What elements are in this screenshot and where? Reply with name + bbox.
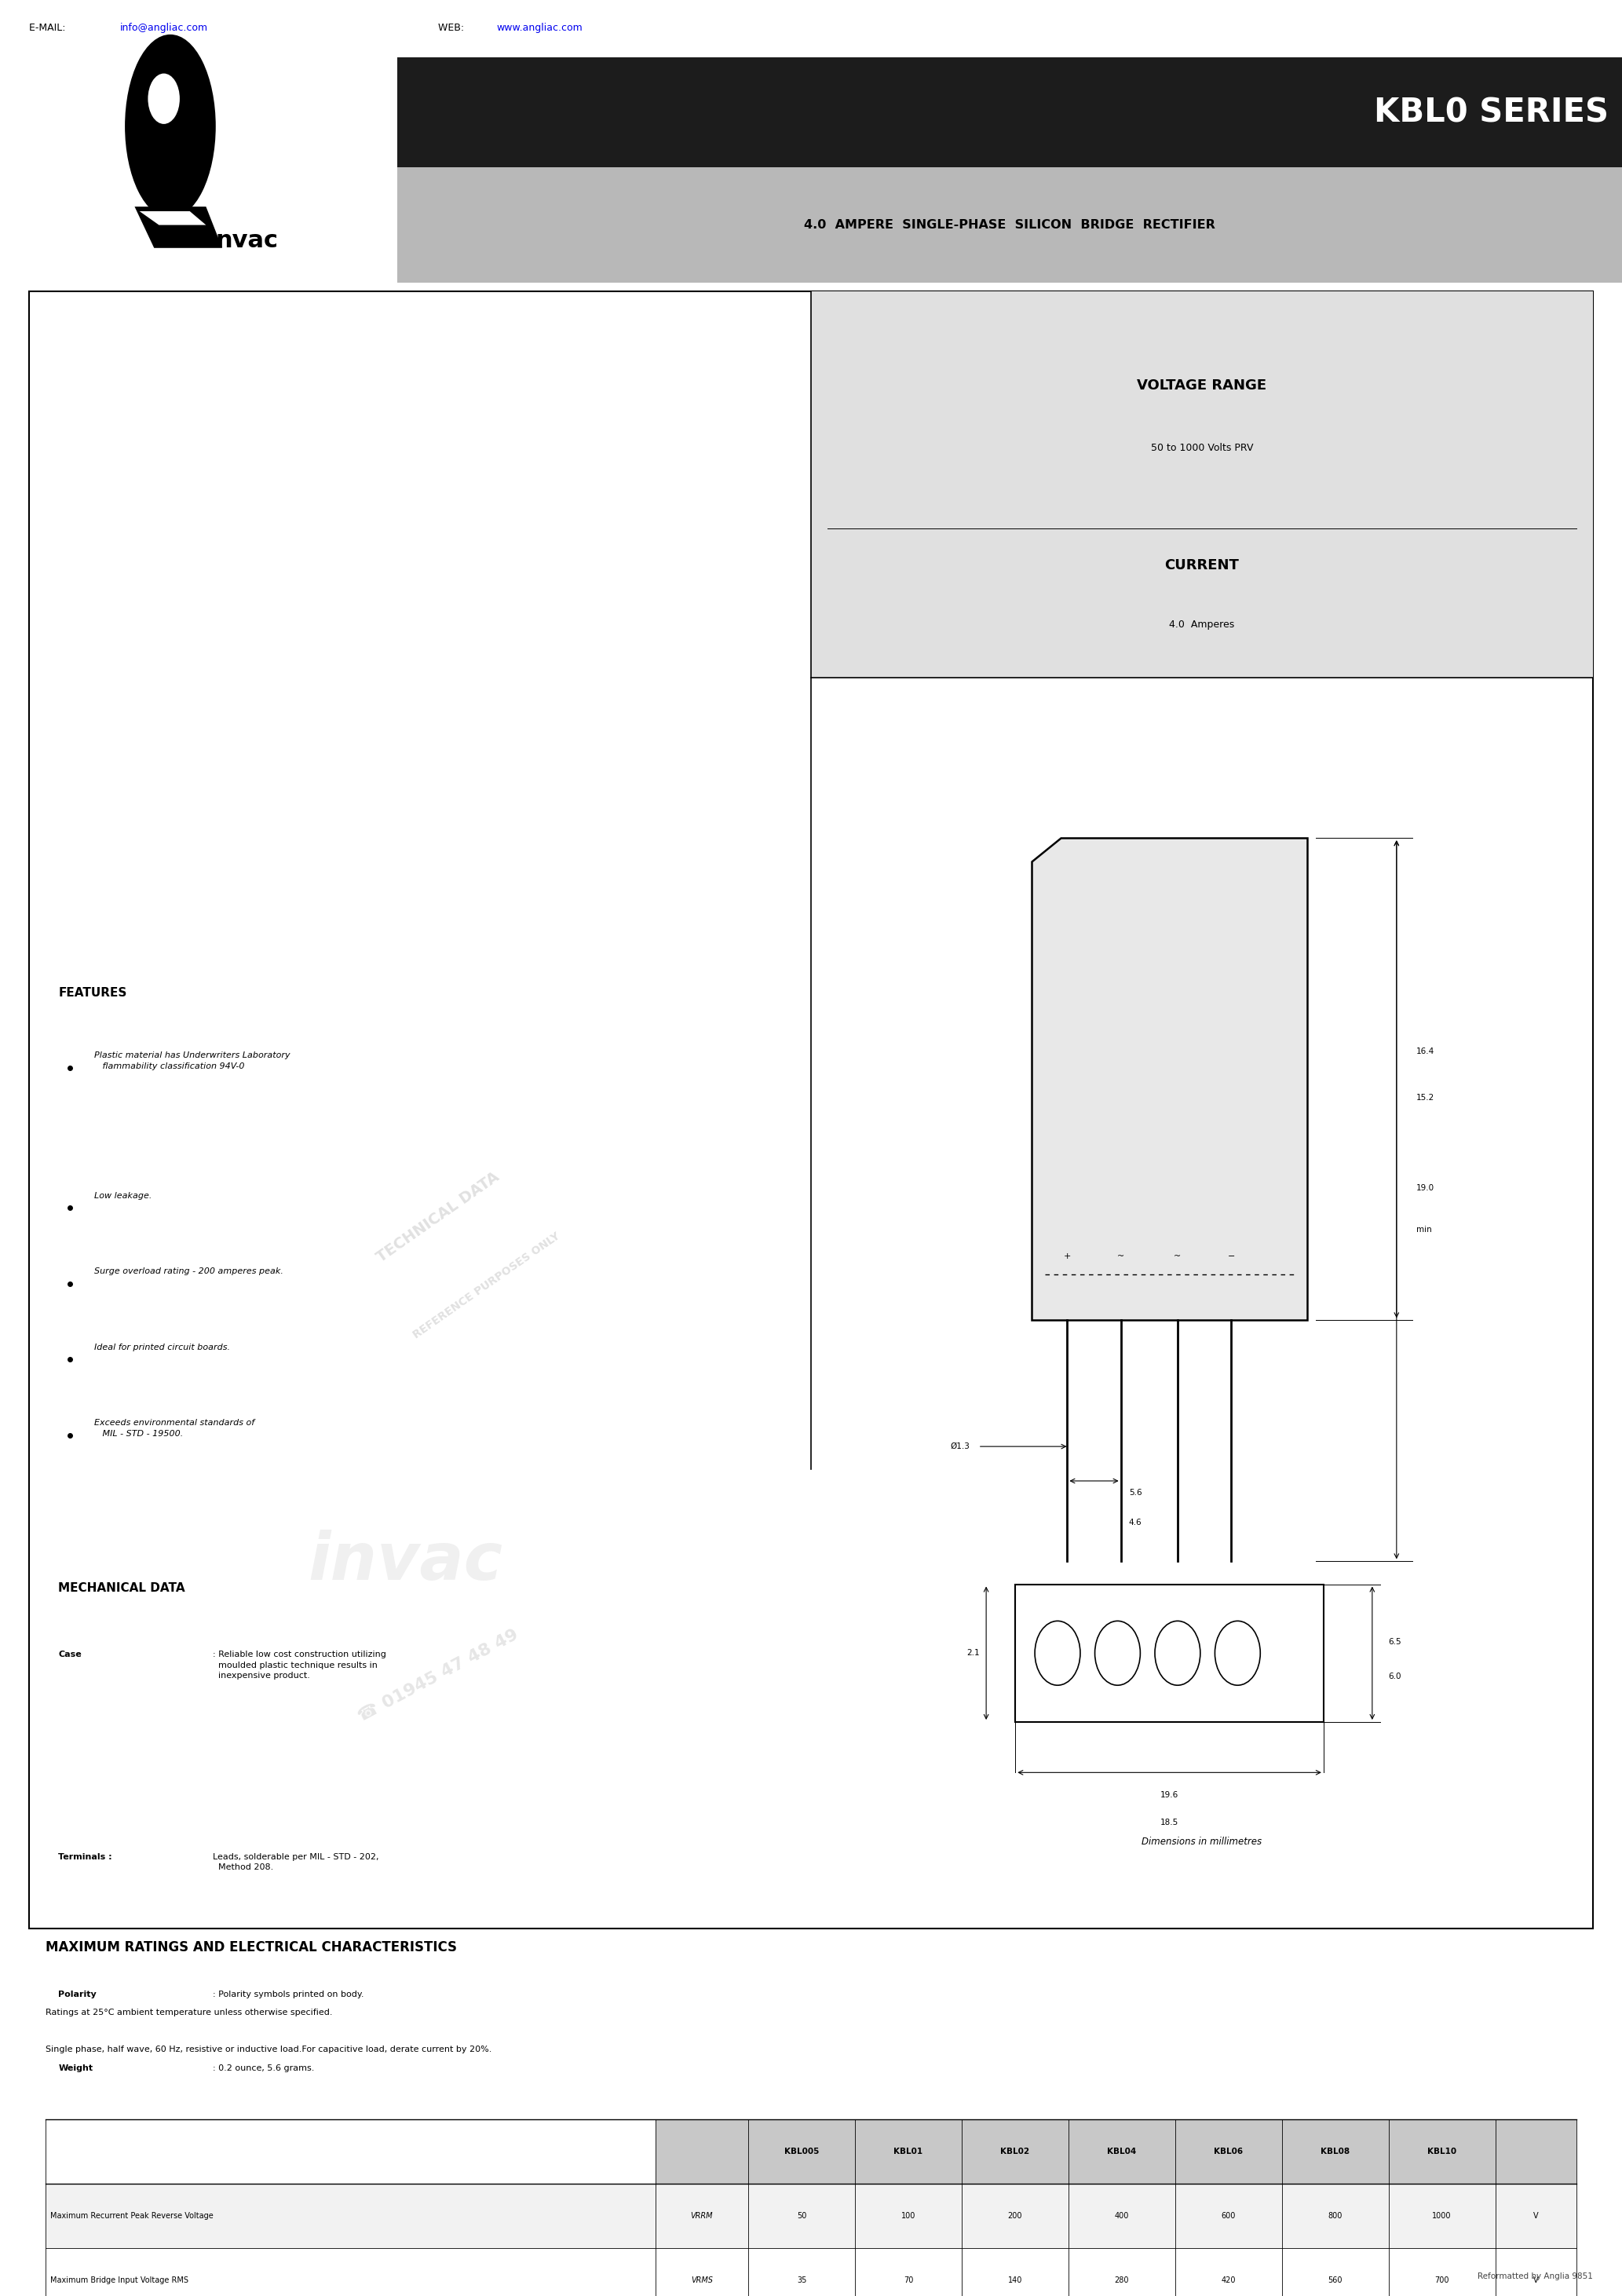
- Text: WEB:: WEB:: [438, 23, 467, 32]
- Text: ~: ~: [1118, 1254, 1124, 1261]
- Text: Polarity: Polarity: [58, 1991, 97, 1998]
- Text: REFERENCE PURPOSES ONLY: REFERENCE PURPOSES ONLY: [410, 1231, 563, 1341]
- Text: 560: 560: [1328, 2275, 1343, 2285]
- Text: VOLTAGE RANGE: VOLTAGE RANGE: [1137, 379, 1267, 393]
- Text: 280: 280: [1114, 2275, 1129, 2285]
- Text: 18.5: 18.5: [1160, 1818, 1179, 1825]
- Text: 420: 420: [1221, 2275, 1236, 2285]
- Bar: [397, 168, 1622, 282]
- Text: 200: 200: [1007, 2211, 1022, 2220]
- Text: ☎ 01945 47 48 49: ☎ 01945 47 48 49: [355, 1628, 521, 1724]
- Text: 100: 100: [902, 2211, 915, 2220]
- Text: min: min: [1416, 1226, 1432, 1233]
- Text: KBL10: KBL10: [1427, 2147, 1457, 2156]
- Text: +: +: [1064, 1254, 1071, 1261]
- Text: KBL005: KBL005: [785, 2147, 819, 2156]
- Text: CURRENT: CURRENT: [1165, 558, 1239, 572]
- Text: Case: Case: [58, 1651, 81, 1658]
- Text: 6.0: 6.0: [1388, 1671, 1401, 1681]
- Text: 400: 400: [1114, 2211, 1129, 2220]
- Text: 800: 800: [1328, 2211, 1343, 2220]
- Bar: [29, 292, 1593, 1929]
- Circle shape: [1155, 1621, 1200, 1685]
- Text: 19.6: 19.6: [1160, 1791, 1179, 1798]
- Text: Maximum Bridge Input Voltage RMS: Maximum Bridge Input Voltage RMS: [50, 2275, 188, 2285]
- Text: KBL0 SERIES: KBL0 SERIES: [1374, 96, 1609, 129]
- Text: 70: 70: [903, 2275, 913, 2285]
- Bar: [811, 292, 1593, 677]
- Text: Dimensions in millimetres: Dimensions in millimetres: [1142, 1837, 1262, 1846]
- Bar: [45, 2248, 1577, 2296]
- Text: 15.2: 15.2: [1416, 1093, 1434, 1102]
- Text: KBL06: KBL06: [1213, 2147, 1242, 2156]
- Text: : Polarity symbols printed on body.: : Polarity symbols printed on body.: [212, 1991, 363, 1998]
- Circle shape: [1215, 1621, 1260, 1685]
- Text: 2.1: 2.1: [967, 1649, 980, 1658]
- Text: KBL02: KBL02: [1001, 2147, 1030, 2156]
- Text: Low leakage.: Low leakage.: [94, 1192, 152, 1199]
- Text: MAXIMUM RATINGS AND ELECTRICAL CHARACTERISTICS: MAXIMUM RATINGS AND ELECTRICAL CHARACTER…: [45, 1940, 457, 1954]
- Bar: [45, 2183, 1577, 2248]
- Text: KBL01: KBL01: [894, 2147, 923, 2156]
- Text: FEATURES: FEATURES: [58, 987, 127, 999]
- Text: Surge overload rating - 200 amperes peak.: Surge overload rating - 200 amperes peak…: [94, 1267, 284, 1274]
- Text: 140: 140: [1007, 2275, 1022, 2285]
- Text: −: −: [1228, 1254, 1234, 1261]
- Text: Ratings at 25°C ambient temperature unless otherwise specified.: Ratings at 25°C ambient temperature unle…: [45, 2009, 333, 2016]
- Polygon shape: [1032, 838, 1307, 1320]
- Polygon shape: [135, 207, 222, 248]
- Text: 50 to 1000 Volts PRV: 50 to 1000 Volts PRV: [1150, 443, 1254, 452]
- Text: Weight: Weight: [58, 2064, 92, 2071]
- Text: Terminals :: Terminals :: [58, 1853, 112, 1860]
- Text: 50: 50: [796, 2211, 806, 2220]
- Text: : Reliable low cost construction utilizing
  moulded plastic technique results i: : Reliable low cost construction utilizi…: [212, 1651, 386, 1678]
- Text: www.angliac.com: www.angliac.com: [496, 23, 582, 32]
- Text: info@angliac.com: info@angliac.com: [120, 23, 208, 32]
- Text: 600: 600: [1221, 2211, 1236, 2220]
- Text: 1000: 1000: [1432, 2211, 1452, 2220]
- Circle shape: [1095, 1621, 1140, 1685]
- Text: 35: 35: [796, 2275, 806, 2285]
- Ellipse shape: [125, 34, 216, 218]
- Polygon shape: [139, 211, 206, 225]
- Text: invac: invac: [308, 1529, 503, 1593]
- Text: 6.5: 6.5: [1388, 1637, 1401, 1646]
- Text: 4.0  Amperes: 4.0 Amperes: [1169, 620, 1234, 629]
- Text: E-MAIL:: E-MAIL:: [29, 23, 68, 32]
- Text: VRMS: VRMS: [691, 2275, 712, 2285]
- Text: KBL04: KBL04: [1108, 2147, 1137, 2156]
- Text: V: V: [1533, 2275, 1539, 2285]
- Text: VRRM: VRRM: [691, 2211, 714, 2220]
- Text: ~: ~: [1174, 1254, 1181, 1261]
- Bar: [1015, 1584, 1324, 1722]
- Text: 5.6: 5.6: [1129, 1488, 1142, 1497]
- Text: 4.0  AMPERE  SINGLE-PHASE  SILICON  BRIDGE  RECTIFIER: 4.0 AMPERE SINGLE-PHASE SILICON BRIDGE R…: [805, 218, 1215, 232]
- Text: Ø1.3: Ø1.3: [950, 1442, 970, 1451]
- Text: 4.6: 4.6: [1129, 1518, 1142, 1527]
- Text: MECHANICAL DATA: MECHANICAL DATA: [58, 1582, 185, 1593]
- Bar: [655, 2119, 1577, 2183]
- Ellipse shape: [148, 73, 180, 124]
- Text: Plastic material has Underwriters Laboratory
   flammability classification 94V-: Plastic material has Underwriters Labora…: [94, 1052, 290, 1070]
- Text: Maximum Recurrent Peak Reverse Voltage: Maximum Recurrent Peak Reverse Voltage: [50, 2211, 214, 2220]
- Text: V: V: [1533, 2211, 1539, 2220]
- Text: Ideal for printed circuit boards.: Ideal for printed circuit boards.: [94, 1343, 230, 1350]
- Text: Single phase, half wave, 60 Hz, resistive or inductive load.For capacitive load,: Single phase, half wave, 60 Hz, resistiv…: [45, 2046, 491, 2053]
- Text: KBL08: KBL08: [1320, 2147, 1350, 2156]
- Bar: [397, 57, 1622, 168]
- Text: Leads, solderable per MIL - STD - 202,
  Method 208.: Leads, solderable per MIL - STD - 202, M…: [212, 1853, 378, 1871]
- Text: : 0.2 ounce, 5.6 grams.: : 0.2 ounce, 5.6 grams.: [212, 2064, 315, 2071]
- Text: 700: 700: [1435, 2275, 1448, 2285]
- Text: Reformatted by Anglia 9851: Reformatted by Anglia 9851: [1478, 2273, 1593, 2280]
- Text: Exceeds environmental standards of
   MIL - STD - 19500.: Exceeds environmental standards of MIL -…: [94, 1419, 255, 1437]
- Text: nvac: nvac: [216, 230, 279, 253]
- Text: 19.0: 19.0: [1416, 1185, 1434, 1192]
- Circle shape: [1035, 1621, 1080, 1685]
- Text: 16.4: 16.4: [1416, 1047, 1434, 1056]
- Text: TECHNICAL DATA: TECHNICAL DATA: [373, 1169, 503, 1265]
